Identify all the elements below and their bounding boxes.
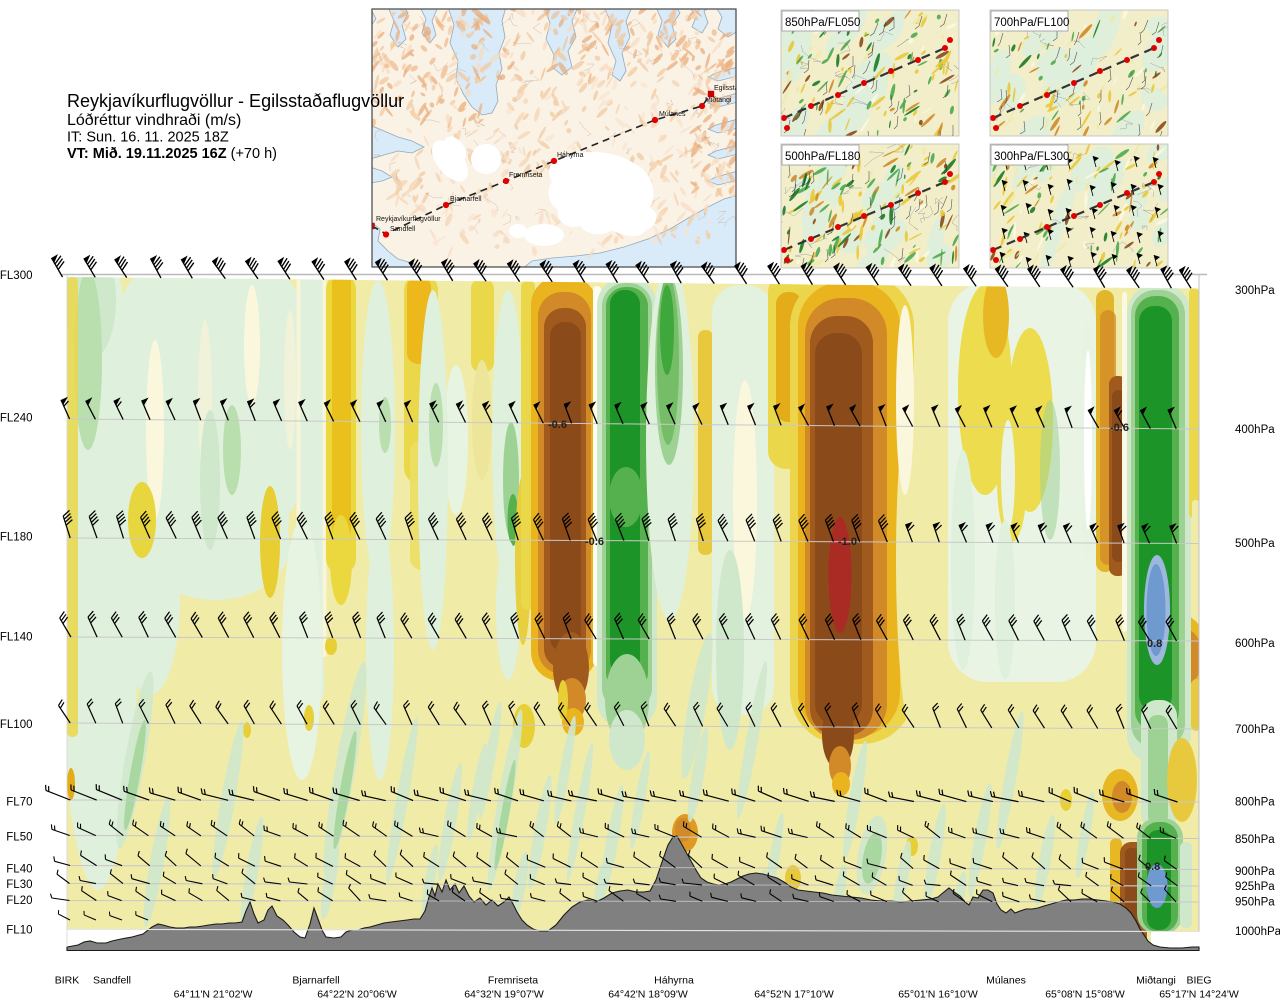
- svg-text:700hPa: 700hPa: [1235, 724, 1275, 736]
- svg-text:Háhyrna: Háhyrna: [654, 975, 694, 987]
- svg-text:850hPa/FL050: 850hPa/FL050: [785, 17, 860, 29]
- svg-text:500hPa/FL180: 500hPa/FL180: [785, 151, 860, 163]
- svg-text:Miðtangi: Miðtangi: [1136, 975, 1176, 987]
- svg-text:Múlanes: Múlanes: [986, 975, 1026, 987]
- svg-text:Múlanes: Múlanes: [659, 111, 686, 118]
- svg-text:FL10: FL10: [6, 925, 32, 937]
- svg-text:Sandfell: Sandfell: [93, 975, 131, 987]
- svg-text:64°22'N 20°06'W: 64°22'N 20°06'W: [317, 989, 397, 1001]
- svg-text:1000hPa: 1000hPa: [1235, 926, 1280, 938]
- svg-text:FL50: FL50: [6, 832, 32, 844]
- svg-text:64°32'N 19°07'W: 64°32'N 19°07'W: [464, 989, 544, 1001]
- svg-text:FL40: FL40: [6, 863, 32, 875]
- svg-text:600hPa: 600hPa: [1235, 638, 1275, 650]
- svg-text:BIEG: BIEG: [1186, 975, 1211, 987]
- svg-text:64°52'N 17°10'W: 64°52'N 17°10'W: [754, 989, 834, 1001]
- svg-text:65°08'N 15°08'W: 65°08'N 15°08'W: [1045, 989, 1125, 1001]
- svg-text:-0.6: -0.6: [1110, 422, 1129, 434]
- svg-text:900hPa: 900hPa: [1235, 866, 1275, 878]
- svg-text:0.8: 0.8: [1147, 638, 1162, 650]
- svg-text:Háhyrna: Háhyrna: [557, 152, 584, 159]
- svg-text:FL30: FL30: [6, 879, 32, 891]
- svg-text:300hPa/FL300: 300hPa/FL300: [994, 151, 1069, 163]
- svg-text:-0.6: -0.6: [548, 419, 567, 431]
- svg-text:Egilsstað: Egilsstað: [714, 84, 743, 92]
- svg-text:300hPa: 300hPa: [1235, 285, 1275, 297]
- svg-text:-1.0: -1.0: [838, 536, 857, 548]
- svg-text:FL70: FL70: [6, 797, 32, 809]
- svg-text:850hPa: 850hPa: [1235, 834, 1275, 846]
- svg-text:Fremriseta: Fremriseta: [488, 975, 538, 987]
- svg-text:800hPa: 800hPa: [1235, 797, 1275, 809]
- svg-text:BIRK: BIRK: [55, 975, 80, 987]
- svg-text:65°17'N 14°24'W: 65°17'N 14°24'W: [1159, 989, 1239, 1001]
- svg-text:-0.6: -0.6: [585, 536, 604, 548]
- svg-text:64°11'N 21°02'W: 64°11'N 21°02'W: [174, 989, 253, 1001]
- svg-text:FL240: FL240: [0, 413, 33, 425]
- svg-text:FL100: FL100: [0, 719, 33, 731]
- svg-text:Bjarnarfell: Bjarnarfell: [450, 196, 482, 203]
- svg-text:FL300: FL300: [0, 270, 33, 282]
- svg-text:64°42'N 18°09'W: 64°42'N 18°09'W: [608, 989, 688, 1001]
- svg-text:Miðtangi: Miðtangi: [705, 96, 732, 104]
- svg-text:FL140: FL140: [0, 632, 33, 644]
- svg-text:500hPa: 500hPa: [1235, 538, 1275, 550]
- svg-text:925hPa: 925hPa: [1235, 881, 1275, 893]
- svg-text:Reykjavíkurflugvöllur: Reykjavíkurflugvöllur: [376, 216, 441, 223]
- svg-text:400hPa: 400hPa: [1235, 424, 1275, 436]
- svg-text:700hPa/FL100: 700hPa/FL100: [994, 17, 1069, 29]
- svg-text:FL180: FL180: [0, 532, 33, 544]
- svg-text:Lóðréttur vindhraði (m/s): Lóðréttur vindhraði (m/s): [67, 112, 241, 129]
- svg-text:Reykjavíkurflugvöllur - Egilss: Reykjavíkurflugvöllur - Egilsstaðaflugvö…: [67, 91, 404, 111]
- svg-text:0.8: 0.8: [1145, 861, 1160, 873]
- svg-text:Fremriseta: Fremriseta: [509, 172, 543, 179]
- svg-text:65°01'N 16°10'W: 65°01'N 16°10'W: [898, 989, 978, 1001]
- svg-text:950hPa: 950hPa: [1235, 897, 1275, 909]
- svg-text:FL20: FL20: [6, 895, 32, 907]
- svg-text:IT: Sun. 16. 11. 2025 18Z: IT: Sun. 16. 11. 2025 18Z: [67, 130, 229, 146]
- svg-text:Bjarnarfell: Bjarnarfell: [292, 975, 339, 987]
- svg-text:VT: Mið. 19.11.2025 16Z (+70 h: VT: Mið. 19.11.2025 16Z (+70 h): [67, 146, 277, 162]
- svg-text:Sandfell: Sandfell: [390, 226, 416, 233]
